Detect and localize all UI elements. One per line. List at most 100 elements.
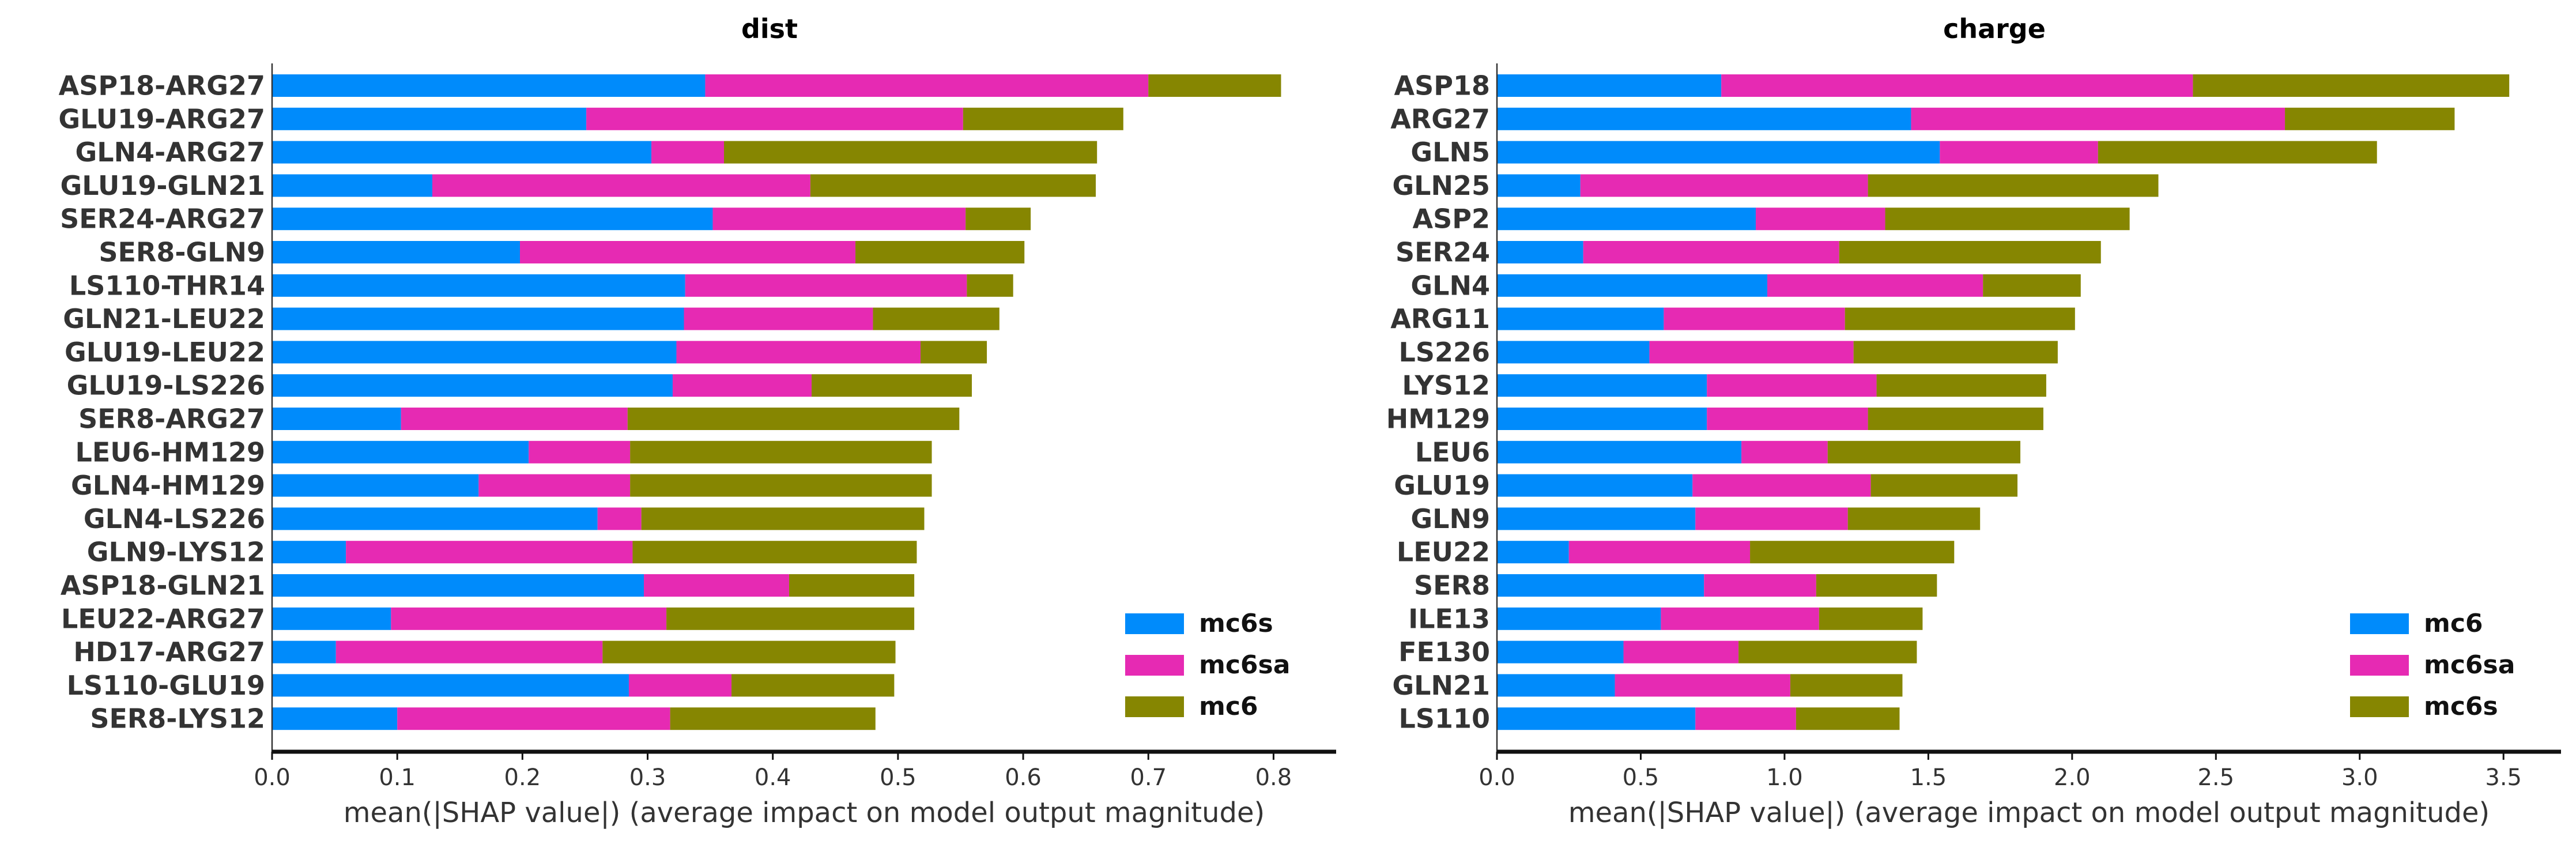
legend-swatch xyxy=(1125,696,1184,717)
bar-segment-mc6 xyxy=(630,474,932,497)
bar-segment-mc6 xyxy=(1497,341,1650,364)
bar-segment-mc6s xyxy=(272,208,713,231)
x-tick-label: 0.8 xyxy=(1255,764,1292,791)
legend-swatch xyxy=(2350,655,2409,676)
bar-row: GLN5 xyxy=(1410,137,2377,168)
x-tick-label: 0.7 xyxy=(1130,764,1167,791)
bar-segment-mc6s xyxy=(1738,640,1917,664)
bar-row: GLN21-LEU22 xyxy=(63,303,1000,334)
bar-row: LS110-GLU19 xyxy=(67,670,895,701)
x-tick-label: 0.4 xyxy=(755,764,791,791)
category-label: GLN21 xyxy=(1392,670,1490,701)
bar-segment-mc6 xyxy=(967,274,1013,297)
bar-segment-mc6 xyxy=(965,208,1031,231)
category-label: GLN25 xyxy=(1392,170,1490,201)
bar-segment-mc6 xyxy=(1497,307,1664,330)
bar-segment-mc6sa xyxy=(1568,541,1751,564)
bar-row: ASP18 xyxy=(1394,70,2510,101)
bar-segment-mc6 xyxy=(1497,74,1722,97)
category-label: SER24-ARG27 xyxy=(60,203,265,235)
x-tick-label: 0.6 xyxy=(1005,764,1042,791)
bar-row: GLN9 xyxy=(1410,503,1981,534)
bar-segment-mc6sa xyxy=(1911,107,2285,130)
bar-row: LEU6-HM129 xyxy=(76,436,932,468)
bar-segment-mc6sa xyxy=(1661,607,1819,630)
bar-segment-mc6 xyxy=(1497,707,1696,730)
bar-segment-mc6sa xyxy=(712,208,966,231)
category-label: FE130 xyxy=(1398,636,1490,668)
category-label: GLU19-LS226 xyxy=(67,370,265,401)
bar-segment-mc6sa xyxy=(1704,574,1816,597)
bar-segment-mc6 xyxy=(731,674,895,697)
bar-row: GLU19-LEU22 xyxy=(65,337,987,368)
bar-segment-mc6s xyxy=(1845,307,2075,330)
bar-segment-mc6sa xyxy=(1707,408,1868,430)
bar-segment-mc6sa xyxy=(401,408,628,430)
bar-segment-mc6 xyxy=(1497,607,1661,630)
bar-row: GLU19-ARG27 xyxy=(58,103,1123,134)
bar-row: LS110-THR14 xyxy=(69,270,1013,301)
bar-segment-mc6s xyxy=(1868,408,2043,430)
category-label: SER8-ARG27 xyxy=(78,404,265,435)
category-label: GLN4-LS226 xyxy=(84,503,265,534)
bar-segment-mc6 xyxy=(1497,541,1569,564)
bar-segment-mc6 xyxy=(873,307,1000,330)
legend: mc6 mc6sa mc6s xyxy=(2350,609,2515,721)
bar-segment-mc6sa xyxy=(1721,74,2193,97)
bar-segment-mc6 xyxy=(1497,674,1615,697)
bar-segment-mc6s xyxy=(272,341,677,364)
bar-row: LYS12 xyxy=(1402,370,2046,401)
bar-segment-mc6 xyxy=(630,440,932,463)
bar-segment-mc6sa xyxy=(1649,341,1854,364)
bar-row: SER24-ARG27 xyxy=(60,203,1031,235)
bar-row: LS226 xyxy=(1399,337,2058,368)
x-tick-label: 0.5 xyxy=(1623,764,1659,791)
category-label: SER24 xyxy=(1396,237,1490,268)
bar-segment-mc6s xyxy=(272,574,644,597)
bar-segment-mc6sa xyxy=(651,141,725,164)
chart-dist: distASP18-ARG27GLU19-ARG27GLN4-ARG27GLU1… xyxy=(58,13,1336,829)
x-axis-label: mean(|SHAP value|) (average impact on mo… xyxy=(344,797,1265,829)
bar-segment-mc6 xyxy=(602,640,896,664)
category-label: GLU19 xyxy=(1394,470,1490,501)
bar-segment-mc6sa xyxy=(335,640,603,664)
bar-segment-mc6 xyxy=(1497,208,1756,231)
category-label: GLN9-LYS12 xyxy=(87,537,265,568)
bar-segment-mc6s xyxy=(1868,174,2159,197)
category-label: ASP18-ARG27 xyxy=(59,70,265,101)
bar-segment-mc6 xyxy=(810,174,1096,197)
bar-segment-mc6s xyxy=(272,74,706,97)
category-label: GLN5 xyxy=(1410,137,1490,168)
bar-segment-mc6 xyxy=(1497,174,1581,197)
bar-segment-mc6s xyxy=(1885,208,2130,231)
bar-row: LS110 xyxy=(1399,703,1900,734)
category-label: ASP18-GLN21 xyxy=(61,570,265,601)
bar-segment-mc6sa xyxy=(705,74,1149,97)
bar-segment-mc6 xyxy=(920,341,987,364)
x-tick-label: 0.0 xyxy=(1479,764,1515,791)
category-label: GLN4 xyxy=(1410,270,1490,301)
bar-segment-mc6sa xyxy=(478,474,631,497)
legend-swatch xyxy=(1125,613,1184,634)
bar-segment-mc6 xyxy=(1497,274,1767,297)
bar-row: HM129 xyxy=(1386,404,2043,435)
x-tick-label: 0.1 xyxy=(379,764,416,791)
bar-segment-mc6 xyxy=(963,107,1123,130)
x-tick-label: 0.2 xyxy=(504,764,541,791)
bar-row: LEU22 xyxy=(1397,537,1955,568)
bar-segment-mc6s xyxy=(272,174,432,197)
category-label: LS110-GLU19 xyxy=(67,670,265,701)
bar-segment-mc6sa xyxy=(1940,141,2098,164)
x-tick-label: 2.5 xyxy=(2197,764,2234,791)
bar-segment-mc6s xyxy=(1839,241,2101,263)
bar-segment-mc6sa xyxy=(597,507,642,530)
category-label: LS110-THR14 xyxy=(69,270,265,301)
bar-row: ASP2 xyxy=(1413,203,2130,235)
category-label: LEU6 xyxy=(1415,436,1490,468)
bar-segment-mc6sa xyxy=(1695,707,1796,730)
bar-segment-mc6s xyxy=(1796,707,1900,730)
bar-segment-mc6 xyxy=(1497,474,1693,497)
bar-row: LEU6 xyxy=(1415,436,2021,468)
bar-segment-mc6sa xyxy=(346,541,633,564)
category-label: ILE13 xyxy=(1408,603,1490,634)
